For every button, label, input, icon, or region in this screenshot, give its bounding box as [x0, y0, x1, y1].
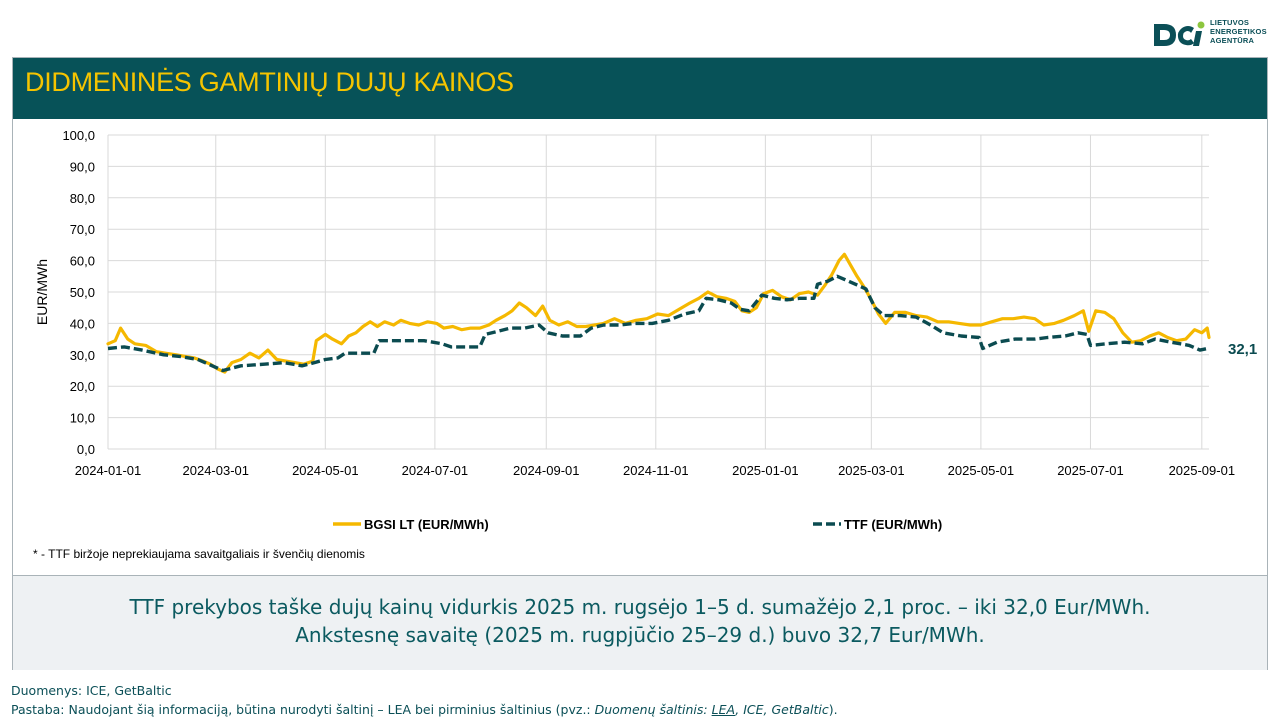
lea-logo: LIETUVOS ENERGETIKOS AGENTŪRA	[1150, 18, 1275, 54]
logo-line-2: ENERGETIKOS	[1210, 27, 1267, 36]
y-tick-label: 40,0	[70, 316, 95, 331]
x-tick-label: 2025-01-01	[732, 463, 799, 478]
legend-item-bgsi: BGSI LT (EUR/MWh)	[333, 517, 489, 532]
sources-italic: Duomenų šaltinis:	[594, 702, 712, 717]
logo-line-3: AGENTŪRA	[1210, 36, 1255, 45]
x-tick-label: 2024-11-01	[623, 463, 689, 478]
ttf-end-label: 32,1	[1228, 341, 1257, 358]
x-tick-label: 2025-07-01	[1057, 463, 1124, 478]
y-tick-label: 0,0	[77, 442, 95, 457]
y-tick-label: 100,0	[62, 128, 95, 143]
chart-panel: DIDMENINĖS GAMTINIŲ DUJŲ KAINOS 0,0 10,0 2…	[12, 57, 1268, 670]
x-tick-label: 2025-05-01	[948, 463, 1015, 478]
sources-end: ).	[828, 702, 838, 717]
ttf-series-line	[107, 274, 1210, 373]
summary-line-1: TTF prekybos taške dujų kainų vidurkis 2…	[129, 595, 1151, 619]
sources-line-1: Duomenys: ICE, GetBaltic	[11, 683, 172, 698]
x-tick-label: 2024-03-01	[183, 463, 250, 478]
bgsi-series-line	[106, 252, 1211, 374]
y-tick-label: 10,0	[70, 411, 95, 426]
y-tick-label: 90,0	[70, 159, 95, 174]
sources-line-2: Pastaba: Naudojant šią informaciją, būti…	[11, 700, 838, 719]
sources-rest: , ICE, GetBaltic	[735, 702, 829, 717]
y-axis-label: EUR/MWh	[34, 259, 50, 325]
y-tick-label: 60,0	[70, 254, 95, 269]
title-banner: DIDMENINĖS GAMTINIŲ DUJŲ KAINOS	[13, 58, 1267, 119]
y-tick-label: 20,0	[70, 379, 95, 394]
y-tick-label: 70,0	[70, 222, 95, 237]
price-chart: 0,0 10,0 20,0 30,0 40,0 50,0 60,0 70,0 80,0 90,0 1…	[34, 128, 1257, 532]
x-tick-label: 2025-09-01	[1169, 463, 1236, 478]
y-tick-label: 50,0	[70, 285, 95, 300]
x-tick-label: 2025-03-01	[838, 463, 905, 478]
summary-box: TTF prekybos taške dujų kainų vidurkis 2…	[13, 575, 1267, 670]
sources-note: Duomenys: ICE, GetBaltic Pastaba: Naudoj…	[11, 681, 838, 719]
chart-area: 0,0 10,0 20,0 30,0 40,0 50,0 60,0 70,0 80,0 90,0 1…	[13, 119, 1267, 573]
lea-logo-icon	[1154, 21, 1205, 46]
y-tick-label: 80,0	[70, 191, 95, 206]
page-title: DIDMENINĖS GAMTINIŲ DUJŲ KAINOS	[25, 67, 514, 97]
footnote: * - TTF biržoje neprekiaujama savaitgali…	[33, 547, 365, 561]
x-tick-label: 2024-09-01	[513, 463, 580, 478]
x-tick-label: 2024-01-01	[75, 463, 142, 478]
y-tick-label: 30,0	[70, 348, 95, 363]
legend-label-bgsi: BGSI LT (EUR/MWh)	[364, 517, 489, 532]
x-tick-label: 2024-07-01	[402, 463, 469, 478]
legend-label-ttf: TTF (EUR/MWh)	[844, 517, 942, 532]
summary-line-2: Ankstesnę savaitę (2025 m. rugpjūčio 25–…	[295, 623, 985, 647]
logo-line-1: LIETUVOS	[1210, 18, 1250, 27]
legend-item-ttf: TTF (EUR/MWh)	[813, 517, 942, 532]
x-tick-label: 2024-05-01	[292, 463, 359, 478]
lea-link[interactable]: LEA	[711, 702, 736, 717]
sources-prefix: Pastaba: Naudojant šią informaciją, būti…	[11, 702, 595, 717]
